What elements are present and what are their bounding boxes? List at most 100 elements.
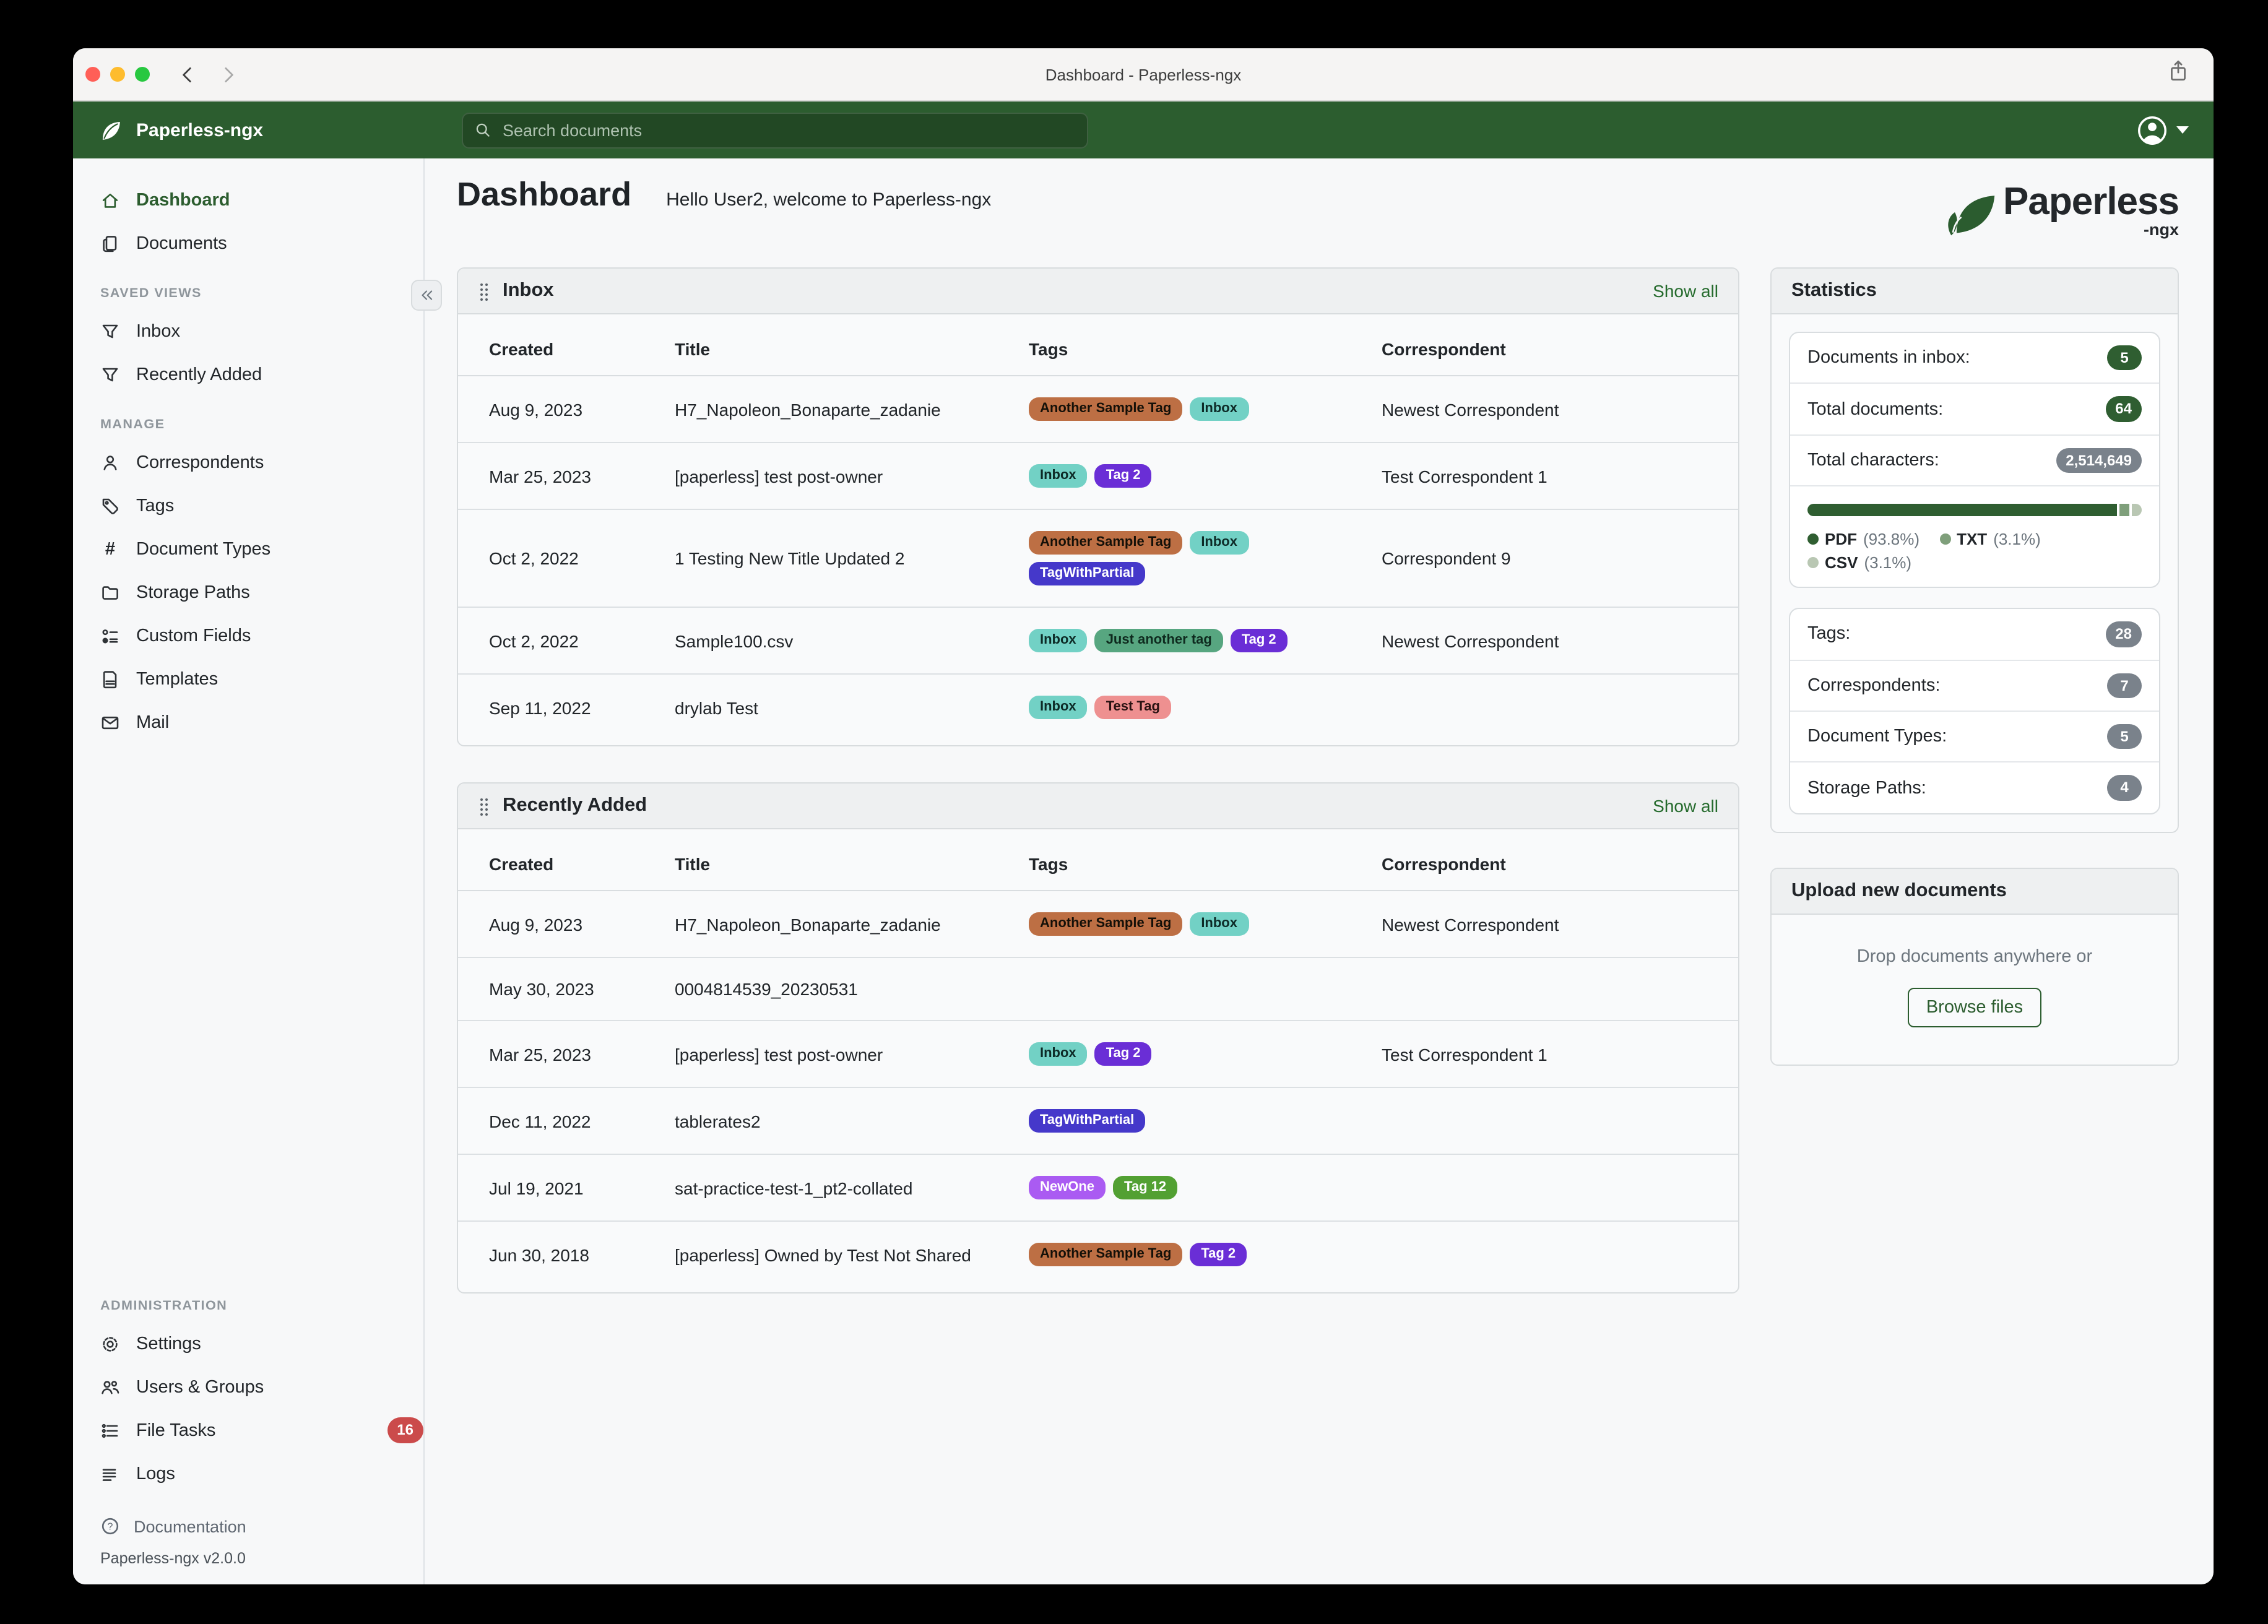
sidebar-item-custom-fields[interactable]: Custom Fields <box>73 614 423 657</box>
window-title: Dashboard - Paperless-ngx <box>1045 65 1242 84</box>
table-row[interactable]: Oct 2, 2022 Sample100.csv Inbox Just ano… <box>458 607 1738 673</box>
folder-icon <box>102 585 118 599</box>
sidebar-collapse-button[interactable] <box>411 280 442 311</box>
sidebar-item-documents[interactable]: Documents <box>73 222 423 265</box>
sidebar-item-correspondents[interactable]: Correspondents <box>73 441 423 484</box>
tag[interactable]: Another Sample Tag <box>1029 1243 1183 1266</box>
tag[interactable]: Tag 2 <box>1190 1243 1247 1266</box>
browse-files-button[interactable]: Browse files <box>1907 987 2042 1027</box>
page-title: Dashboard <box>457 176 632 213</box>
cell-created: May 30, 2023 <box>489 979 594 999</box>
sidebar-item-tags[interactable]: Tags <box>73 484 423 527</box>
caret-down-icon <box>2176 126 2189 134</box>
search-box <box>462 112 1088 148</box>
sidebar-item-label: Dashboard <box>136 190 230 210</box>
table-row[interactable]: Dec 11, 2022 tablerates2 TagWithPartial <box>458 1087 1738 1154</box>
sidebar-item-storage-paths[interactable]: Storage Paths <box>73 571 423 614</box>
table-row[interactable]: Mar 25, 2023 [paperless] test post-owner… <box>458 442 1738 509</box>
brand[interactable]: Paperless-ngx <box>73 117 425 143</box>
sidebar-item-templates[interactable]: Templates <box>73 657 423 701</box>
table-row[interactable]: Oct 2, 2022 1 Testing New Title Updated … <box>458 509 1738 607</box>
sidebar-item-label: Storage Paths <box>136 582 250 602</box>
tag[interactable]: Inbox <box>1190 912 1249 936</box>
brand-label: Paperless-ngx <box>136 119 264 140</box>
cell-created: Jun 30, 2018 <box>489 1245 589 1264</box>
zoom-window-button[interactable] <box>135 67 150 82</box>
upload-dropzone[interactable]: Drop documents anywhere or Browse files <box>1772 914 2178 1064</box>
tag[interactable]: Another Sample Tag <box>1029 531 1183 555</box>
tag[interactable]: Inbox <box>1190 531 1249 555</box>
close-window-button[interactable] <box>85 67 100 82</box>
cell-title: H7_Napoleon_Bonaparte_zadanie <box>675 914 941 934</box>
sidebar-item-recently-added[interactable]: Recently Added <box>73 353 423 396</box>
sidebar-item-label: Mail <box>136 712 170 732</box>
tag[interactable]: Tag 2 <box>1094 1042 1152 1066</box>
tag[interactable]: Another Sample Tag <box>1029 397 1183 421</box>
recently-added-panel: Recently Added Show all Created Title Ta… <box>457 782 1739 1294</box>
stat-row: Total characters: 2,514,649 <box>1790 434 2159 486</box>
sidebar-footer: ? Documentation Paperless-ngx v2.0.0 <box>73 1495 423 1584</box>
tag[interactable]: Inbox <box>1029 629 1088 652</box>
sidebar-item-mail[interactable]: Mail <box>73 701 423 744</box>
stat-label: Total documents: <box>1807 399 1944 420</box>
table-row[interactable]: May 30, 2023 0004814539_20230531 <box>458 957 1738 1020</box>
chart-segment-txt <box>2119 504 2129 517</box>
tag[interactable]: Inbox <box>1190 397 1249 421</box>
tag[interactable]: Tag 2 <box>1094 464 1152 488</box>
tag[interactable]: NewOne <box>1029 1176 1106 1199</box>
table-row[interactable]: Aug 9, 2023 H7_Napoleon_Bonaparte_zadani… <box>458 376 1738 442</box>
table-row[interactable]: Jun 30, 2018 [paperless] Owned by Test N… <box>458 1220 1738 1287</box>
stat-badge: 5 <box>2107 345 2142 371</box>
tag[interactable]: TagWithPartial <box>1029 562 1146 585</box>
sidebar-item-users-groups[interactable]: Users & Groups <box>73 1365 423 1409</box>
search-input[interactable] <box>500 119 1076 140</box>
show-all-link[interactable]: Show all <box>1653 281 1718 301</box>
cell-title: 1 Testing New Title Updated 2 <box>675 548 905 568</box>
tag[interactable]: Tag 12 <box>1113 1176 1178 1199</box>
table-header: Created Title Tags Correspondent <box>458 322 1738 376</box>
sidebar-item-label: Templates <box>136 669 219 689</box>
stat-row: Document Types: 5 <box>1790 710 2159 762</box>
drag-handle-icon[interactable] <box>478 795 490 816</box>
sidebar-item-inbox[interactable]: Inbox <box>73 309 423 353</box>
table-row[interactable]: Mar 25, 2023 [paperless] test post-owner… <box>458 1020 1738 1087</box>
tag[interactable]: Tag 2 <box>1230 629 1288 652</box>
cell-correspondent: Newest Correspondent <box>1382 914 1559 934</box>
minimize-window-button[interactable] <box>110 67 125 82</box>
tag[interactable]: TagWithPartial <box>1029 1109 1146 1133</box>
show-all-link[interactable]: Show all <box>1653 796 1718 816</box>
sidebar-item-label: Logs <box>136 1464 175 1484</box>
table-row[interactable]: Jul 19, 2021 sat-practice-test-1_pt2-col… <box>458 1154 1738 1220</box>
back-icon[interactable] <box>177 64 198 85</box>
share-icon[interactable] <box>2168 59 2189 89</box>
sidebar-item-dashboard[interactable]: Dashboard <box>73 178 423 222</box>
tag[interactable]: Another Sample Tag <box>1029 912 1183 936</box>
tag[interactable]: Inbox <box>1029 696 1088 719</box>
column-header-tags: Tags <box>1029 339 1068 359</box>
sidebar-item-label: Custom Fields <box>136 626 251 646</box>
drag-handle-icon[interactable] <box>478 280 490 301</box>
tag[interactable]: Just another tag <box>1094 629 1223 652</box>
table-row[interactable]: Sep 11, 2022 drylab Test Inbox Test Tag <box>458 673 1738 740</box>
stat-row: Storage Paths: 4 <box>1790 761 2159 813</box>
sidebar-item-document-types[interactable]: # Document Types <box>73 527 423 571</box>
table-row[interactable]: Aug 9, 2023 H7_Napoleon_Bonaparte_zadani… <box>458 891 1738 957</box>
file-tasks-badge: 16 <box>387 1417 423 1443</box>
stat-label: Storage Paths: <box>1807 778 1926 798</box>
forward-icon[interactable] <box>218 64 239 85</box>
stat-label: Document Types: <box>1807 727 1947 747</box>
sidebar-item-logs[interactable]: Logs <box>73 1452 423 1495</box>
sidebar-item-label: Recently Added <box>136 365 262 384</box>
leaf-logo-icon <box>1948 196 1995 236</box>
sidebar-spacer <box>73 744 423 1277</box>
legend-item: CSV (3.1%) <box>1807 553 1911 572</box>
documentation-link[interactable]: ? Documentation <box>73 1508 423 1545</box>
sidebar-item-file-tasks[interactable]: File Tasks 16 <box>73 1409 423 1452</box>
user-menu[interactable] <box>2137 114 2189 145</box>
tag[interactable]: Test Tag <box>1094 696 1171 719</box>
stat-label: Total characters: <box>1807 450 1939 470</box>
tag[interactable]: Inbox <box>1029 1042 1088 1066</box>
sidebar-item-label: File Tasks <box>136 1420 216 1440</box>
tag[interactable]: Inbox <box>1029 464 1088 488</box>
sidebar-item-settings[interactable]: Settings <box>73 1322 423 1365</box>
